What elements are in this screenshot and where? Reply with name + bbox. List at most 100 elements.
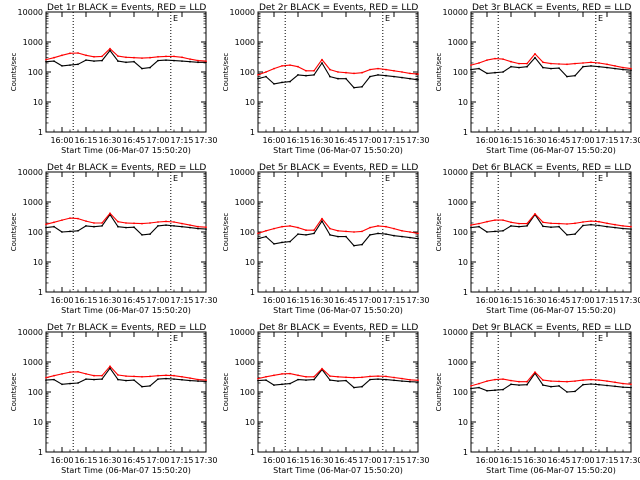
- lld-data-point: [289, 225, 291, 227]
- lld-data-point: [470, 385, 472, 387]
- lld-data-point: [574, 222, 576, 225]
- lld-data-point: [486, 220, 488, 223]
- events-data-point: [173, 378, 175, 380]
- events-data-point: [494, 71, 496, 74]
- lld-data-point: [478, 62, 480, 64]
- y-tick-label: 10000: [443, 328, 468, 337]
- events-data-point: [542, 225, 544, 228]
- lld-data-point: [630, 67, 632, 70]
- y-tick-label: 1: [250, 128, 255, 137]
- lld-data-point: [85, 373, 87, 375]
- lld-data-point: [622, 382, 624, 385]
- events-data-point: [273, 243, 275, 245]
- lld-data-point: [606, 380, 608, 382]
- events-data-point: [502, 388, 504, 391]
- y-tick-label: 1: [38, 288, 43, 297]
- lld-data-point: [542, 379, 544, 381]
- lld-data-point: [534, 371, 536, 373]
- lld-data-point: [502, 378, 504, 380]
- x-axis-label: Start Time (06-Mar-07 15:50:20): [273, 146, 403, 155]
- legend-marker: E: [598, 334, 603, 343]
- lld-data-point: [486, 59, 488, 61]
- lld-data-point: [417, 379, 419, 382]
- lld-data-point: [273, 67, 275, 70]
- events-data-point: [61, 65, 63, 67]
- x-tick-label: 16:30: [523, 296, 546, 305]
- lld-data-point: [542, 221, 544, 224]
- events-data-point: [510, 383, 512, 386]
- lld-data-point: [510, 221, 512, 224]
- legend-marker: E: [173, 174, 178, 183]
- legend-marker: E: [385, 334, 390, 343]
- detector-panel-2: Det 2r BLACK = Events, RED = LLD 1 10 100 10…: [222, 3, 430, 155]
- y-tick-label: 10000: [230, 328, 255, 337]
- detector-panel-9: Det 9r BLACK = Events, RED = LLD 1 10 100 10…: [435, 323, 640, 475]
- x-tick-label: 16:15: [74, 296, 97, 305]
- lld-data-point: [550, 62, 552, 65]
- lld-data-point: [393, 227, 395, 230]
- events-data-point: [630, 386, 632, 389]
- x-tick-label: 16:45: [334, 136, 357, 145]
- lld-data-point: [486, 380, 488, 382]
- events-data-point: [598, 383, 600, 386]
- lld-series-line: [45, 365, 207, 381]
- lld-data-point: [614, 381, 616, 384]
- events-data-point: [173, 59, 175, 62]
- x-tick-label: 16:00: [262, 456, 285, 465]
- events-data-point: [393, 234, 395, 237]
- x-tick-label: 16:45: [334, 456, 357, 465]
- events-data-point: [109, 367, 111, 370]
- lld-data-point: [478, 222, 480, 225]
- x-axis-label: Start Time (06-Mar-07 15:50:20): [486, 306, 616, 315]
- y-tick-label: 1000: [23, 358, 43, 367]
- events-data-point: [61, 231, 63, 233]
- lld-data-point: [77, 52, 79, 54]
- events-data-point: [550, 385, 552, 388]
- events-data-point: [478, 67, 480, 70]
- events-data-point: [281, 383, 283, 386]
- y-axis-label: Counts/sec: [222, 213, 230, 252]
- events-data-point: [550, 67, 552, 70]
- events-data-point: [157, 59, 159, 62]
- plot-frame: [45, 331, 207, 453]
- lld-data-point: [369, 375, 371, 378]
- lld-data-point: [582, 221, 584, 223]
- events-data-point: [558, 225, 560, 228]
- y-axis-label: Counts/sec: [10, 53, 18, 92]
- y-tick-label: 10: [33, 98, 43, 107]
- y-tick-label: 1000: [235, 38, 255, 47]
- events-data-point: [510, 225, 512, 227]
- panel-title: Det 1r BLACK = Events, RED = LLD: [47, 3, 206, 13]
- events-data-point: [305, 379, 307, 381]
- events-data-point: [101, 378, 103, 380]
- events-data-point: [257, 237, 259, 240]
- lld-data-point: [409, 231, 411, 233]
- lld-data-point: [297, 226, 299, 229]
- y-tick-label: 10000: [230, 8, 255, 17]
- events-data-point: [542, 66, 544, 69]
- events-data-point: [385, 233, 387, 236]
- lld-data-point: [297, 374, 299, 377]
- lld-data-point: [133, 56, 135, 59]
- y-tick-label: 100: [28, 68, 43, 77]
- lld-data-point: [622, 66, 624, 69]
- y-tick-label: 100: [28, 388, 43, 397]
- events-data-point: [141, 67, 143, 70]
- lld-data-point: [598, 62, 600, 64]
- events-data-point: [265, 379, 267, 381]
- events-data-point: [297, 378, 299, 381]
- lld-data-point: [189, 224, 191, 227]
- x-tick-label: 16:00: [262, 296, 285, 305]
- lld-data-point: [614, 223, 616, 226]
- events-data-point: [257, 379, 259, 382]
- events-data-point: [470, 387, 472, 390]
- y-tick-label: 1: [38, 448, 43, 457]
- events-data-point: [141, 385, 143, 388]
- lld-data-point: [69, 217, 71, 220]
- lld-data-point: [393, 69, 395, 72]
- lld-data-point: [393, 376, 395, 379]
- x-tick-label: 17:00: [146, 296, 169, 305]
- events-data-point: [510, 65, 512, 68]
- x-tick-label: 16:30: [98, 456, 121, 465]
- x-tick-label: 17:30: [619, 296, 640, 305]
